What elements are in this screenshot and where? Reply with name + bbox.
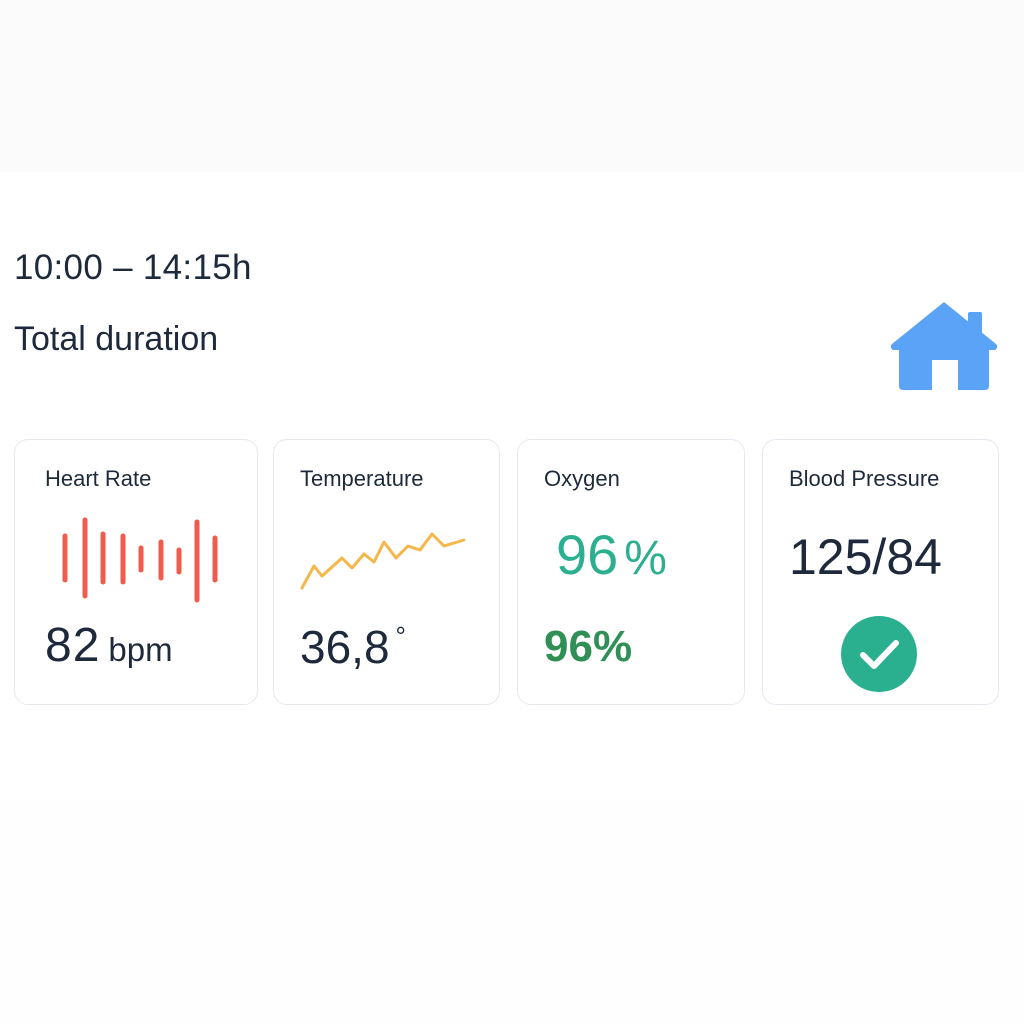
oxygen-value: 96 [556, 523, 619, 586]
blood-pressure-value: 125/84 [789, 529, 942, 585]
blood-pressure-title: Blood Pressure [789, 466, 940, 491]
oxygen-value-group: 96% [556, 522, 667, 587]
time-range: 10:00 – 14:15h [14, 248, 252, 287]
oxygen-secondary-value: 96% [544, 622, 633, 671]
oxygen-card[interactable]: Oxygen 96% 96% [517, 439, 745, 705]
temperature-title: Temperature [300, 466, 424, 491]
blood-pressure-card[interactable]: Blood Pressure 125/84 [762, 439, 999, 705]
duration-label: Total duration [14, 320, 219, 358]
home-icon[interactable] [888, 300, 1000, 392]
temperature-unit: ° [395, 621, 406, 651]
oxygen-title: Oxygen [544, 466, 620, 491]
heart-rate-title: Heart Rate [45, 466, 152, 491]
heart-rate-value-group: 82 bpm [45, 618, 173, 673]
top-background [0, 0, 1024, 172]
oxygen-unit: % [624, 532, 667, 585]
heart-rate-unit: bpm [108, 631, 173, 668]
heart-rate-waveform-icon [62, 517, 218, 603]
temperature-trend-icon [300, 532, 466, 590]
temperature-card[interactable]: Temperature 36,8 ° [273, 439, 500, 705]
temperature-value-group: 36,8 ° [300, 620, 406, 674]
temperature-value: 36,8 [300, 621, 390, 673]
check-circle-icon [841, 616, 917, 692]
heart-rate-card[interactable]: Heart Rate 82 bpm [14, 439, 258, 705]
bottom-background [0, 800, 1024, 1024]
heart-rate-value: 82 [45, 619, 101, 672]
